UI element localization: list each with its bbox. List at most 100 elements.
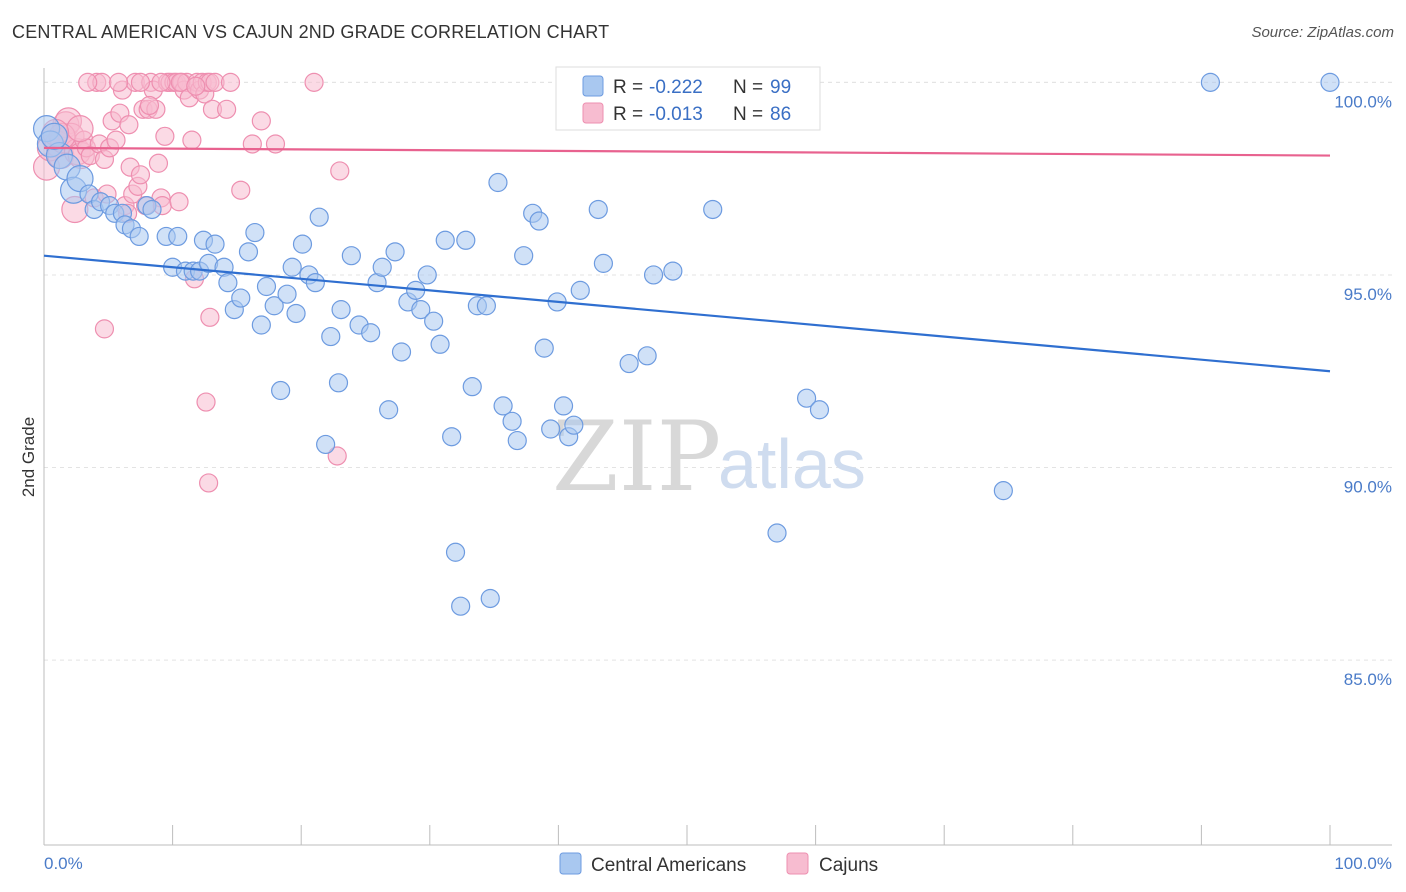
stats-legend: R = -0.222 N = 99 R = -0.013 N = 86 xyxy=(555,66,821,131)
central-americans-point-67 xyxy=(493,396,513,416)
cajuns-point-70 xyxy=(304,72,324,92)
central-americans-point-25 xyxy=(205,234,225,254)
central-americans-point-29 xyxy=(231,288,251,308)
central-americans-point-19 xyxy=(168,226,188,247)
central-americans-point-27 xyxy=(218,273,238,293)
central-americans-point-31 xyxy=(245,222,265,243)
central-americans-point-98 xyxy=(316,434,336,455)
cajuns-point-72 xyxy=(94,319,115,339)
central-americans-point-42 xyxy=(309,207,329,227)
central-americans-point-62 xyxy=(456,230,476,250)
cajuns-point-68 xyxy=(251,111,271,131)
central-americans-point-34 xyxy=(264,296,284,316)
central-americans-point-97 xyxy=(40,122,68,150)
legend-r-label-pink: R = xyxy=(613,104,643,125)
y-tick-label-90: 90.0% xyxy=(1344,478,1392,497)
chart-title: CENTRAL AMERICAN VS CAJUN 2ND GRADE CORR… xyxy=(12,22,610,42)
central-americans-point-32 xyxy=(251,315,271,335)
central-americans-point-85 xyxy=(663,261,683,281)
cajuns-point-74 xyxy=(327,446,347,466)
cajuns-point-32 xyxy=(130,165,151,185)
central-americans-point-48 xyxy=(361,323,381,343)
central-americans-point-81 xyxy=(593,253,614,273)
central-americans-point-36 xyxy=(277,284,297,304)
central-americans-point-92 xyxy=(1200,72,1221,92)
central-americans-point-37 xyxy=(282,257,302,277)
y-tick-label-100: 100.0% xyxy=(1334,92,1392,111)
cajuns-point-52 xyxy=(182,130,202,150)
central-americans-point-53 xyxy=(391,342,412,362)
cajuns-point-83 xyxy=(139,95,160,116)
cajuns-point-84 xyxy=(119,115,139,135)
legend-swatch-pink xyxy=(582,102,604,124)
y-tick-label-95: 95.0% xyxy=(1344,285,1392,304)
central-americans-point-74 xyxy=(541,419,561,439)
y-axis-label: 2nd Grade xyxy=(19,417,38,497)
cajuns-point-78 xyxy=(108,72,129,92)
cajuns-point-73 xyxy=(200,307,220,327)
central-americans-point-73 xyxy=(534,338,554,358)
central-americans-point-95 xyxy=(480,588,500,609)
central-americans-point-84 xyxy=(643,265,664,285)
cajuns-point-64 xyxy=(217,99,237,119)
central-americans-point-83 xyxy=(637,346,657,366)
central-americans-point-41 xyxy=(305,273,325,293)
series-legend-swatch-blue xyxy=(559,852,582,875)
x-axis-ticks xyxy=(43,825,1331,845)
trend-lines xyxy=(43,146,1331,373)
central-americans-point-80 xyxy=(588,199,608,220)
y-tick-label-85: 85.0% xyxy=(1344,670,1392,689)
central-americans-point-89 xyxy=(796,388,817,408)
cajuns-trend-line xyxy=(43,146,1331,157)
central-americans-point-63 xyxy=(462,377,482,397)
central-americans-point-66 xyxy=(488,172,508,193)
central-americans-point-93 xyxy=(1320,72,1340,92)
central-americans-point-90 xyxy=(809,400,830,420)
watermark-atlas: atlas xyxy=(718,425,866,503)
central-americans-point-79 xyxy=(570,280,590,300)
central-americans-point-88 xyxy=(767,523,787,543)
cajuns-point-82 xyxy=(186,76,206,96)
series-legend-label-pink: Cajuns xyxy=(819,855,878,876)
cajuns-point-76 xyxy=(66,114,94,143)
central-americans-point-69 xyxy=(507,430,527,451)
central-americans-point-58 xyxy=(424,311,444,331)
central-americans-point-72 xyxy=(529,211,549,231)
central-americans-point-68 xyxy=(502,411,522,431)
legend-r-label-blue: R = xyxy=(613,77,643,98)
central-americans-point-56 xyxy=(411,300,431,320)
legend-n-value-pink: 86 xyxy=(770,104,791,125)
legend-swatch-blue xyxy=(582,75,604,97)
y-axis-tick-labels: 85.0% 90.0% 95.0% 100.0% xyxy=(1334,92,1392,689)
central-americans-point-76 xyxy=(553,396,574,416)
series-legend-swatch-pink xyxy=(786,852,809,875)
central-americans-point-96 xyxy=(445,542,466,562)
cajuns-point-47 xyxy=(169,192,189,212)
central-americans-point-14 xyxy=(129,226,149,247)
cajuns-point-65 xyxy=(220,72,241,92)
x-tick-label-min: 0.0% xyxy=(44,854,83,873)
cajuns-point-79 xyxy=(130,72,151,92)
central-americans-point-38 xyxy=(286,303,306,324)
grid-lines xyxy=(44,81,1392,661)
cajuns-point-39 xyxy=(148,153,169,173)
central-americans-point-46 xyxy=(341,246,361,266)
central-americans-point-52 xyxy=(385,242,405,262)
central-americans-point-94 xyxy=(451,596,471,616)
central-americans-point-59 xyxy=(430,334,450,354)
central-americans-point-65 xyxy=(476,296,496,316)
central-americans-point-39 xyxy=(292,234,313,254)
legend-n-value-blue: 99 xyxy=(770,77,791,98)
central-americans-point-35 xyxy=(271,380,291,401)
cajuns-point-67 xyxy=(242,134,262,154)
series-legend: Central Americans Cajuns xyxy=(559,852,878,876)
legend-r-value-pink: -0.013 xyxy=(649,104,703,125)
central-americans-point-91 xyxy=(993,481,1013,501)
central-americans-point-70 xyxy=(514,246,534,266)
central-americans-point-61 xyxy=(442,427,462,447)
central-americans-point-16 xyxy=(142,199,162,220)
cajuns-point-71 xyxy=(330,161,350,181)
cajuns-point-80 xyxy=(151,72,171,92)
x-tick-label-max: 100.0% xyxy=(1334,854,1392,873)
central-americans-points xyxy=(32,72,1340,616)
